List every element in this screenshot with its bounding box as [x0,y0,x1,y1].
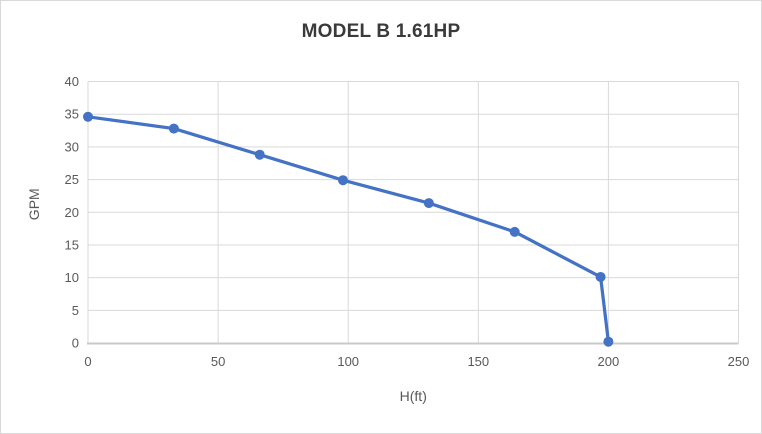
y-axis-title: GPM [26,188,42,220]
data-point-marker-4 [423,198,434,209]
y-tick-label-20: 20 [65,205,79,220]
data-point-marker-1 [168,123,179,134]
series-line [86,115,611,344]
data-point-marker-7 [603,336,614,347]
y-tick-label-35: 35 [65,107,79,122]
y-tick-label-40: 40 [65,74,79,89]
y-tick-label-10: 10 [65,270,79,285]
y-tick-label-0: 0 [72,336,79,351]
chart-title: MODEL B 1.61HP [301,21,461,42]
y-tick-label-15: 15 [65,237,79,252]
x-tick-label-50: 50 [211,354,225,369]
x-tick-label-250: 250 [728,354,750,369]
data-point-marker-5 [509,226,520,237]
y-tick-label-25: 25 [65,172,79,187]
y-tick-label-5: 5 [72,303,79,318]
x-tick-label-100: 100 [337,354,359,369]
data-point-marker-3 [337,175,348,186]
data-point-marker-2 [254,149,265,160]
x-tick-label-0: 0 [84,354,91,369]
x-tick-label-200: 200 [598,354,620,369]
x-axis-title: H(ft) [400,388,427,404]
x-tick-label-150: 150 [467,354,489,369]
y-tick-label-30: 30 [65,139,79,154]
data-point-marker-0 [83,111,93,122]
data-point-marker-6 [595,271,606,282]
